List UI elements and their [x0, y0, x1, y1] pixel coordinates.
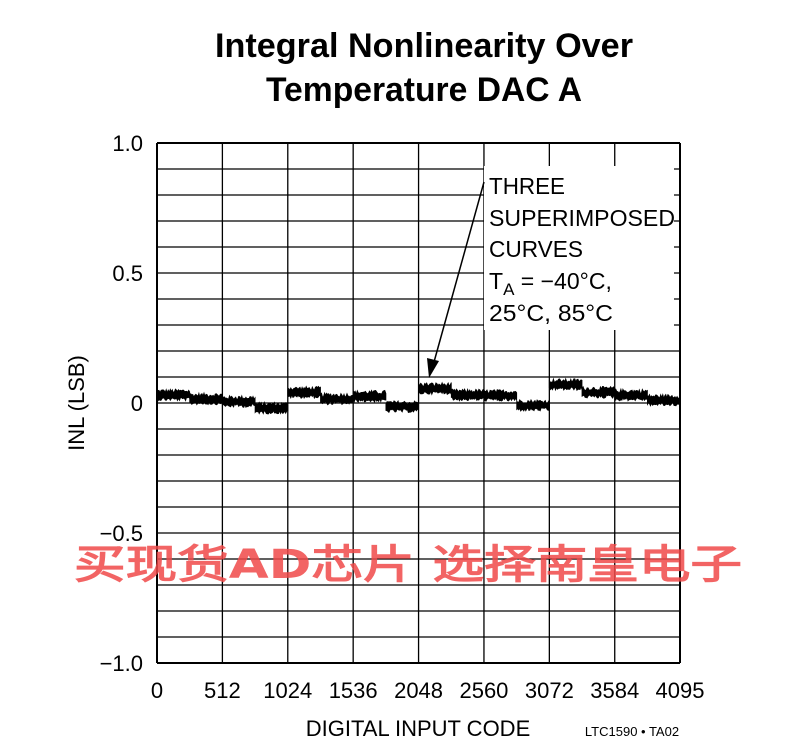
data-series: [156, 377, 680, 415]
x-tick-label: 3584: [590, 678, 639, 703]
annotation: THREE SUPERIMPOSED CURVES TA = −40°C, 25…: [427, 166, 675, 378]
y-tick-label: −1.0: [100, 651, 143, 676]
inl-segment: [254, 401, 289, 415]
inl-segment: [418, 381, 452, 396]
inl-segment: [548, 377, 583, 392]
x-tick-label: 2048: [394, 678, 443, 703]
inl-segment: [156, 388, 191, 402]
inl-segment: [614, 387, 648, 402]
watermark-text: 买现货AD芯片 选择南皇电子: [74, 542, 742, 588]
chart-title-line-2: Temperature DAC A: [266, 71, 582, 109]
inl-segment: [581, 385, 616, 399]
annotation-line-4: TA = −40°C,: [489, 268, 612, 299]
x-tick-label: 0: [151, 678, 163, 703]
inl-segment: [320, 391, 354, 406]
inl-segment: [189, 391, 223, 406]
figure-id: LTC1590 • TA02: [585, 724, 679, 739]
chart-title-line-1: Integral Nonlinearity Over: [215, 27, 633, 65]
y-tick-label: −0.5: [100, 521, 143, 546]
inl-segment: [516, 398, 550, 412]
y-tick-label: 1.0: [112, 131, 143, 156]
inl-segment: [385, 399, 420, 414]
x-tick-label: 4095: [656, 678, 705, 703]
inl-segment: [450, 388, 485, 402]
x-axis-label: DIGITAL INPUT CODE: [306, 716, 531, 741]
annotation-line-2: SUPERIMPOSED: [489, 205, 675, 231]
annotation-line-1: THREE: [489, 173, 565, 199]
annotation-arrowhead: [427, 358, 439, 378]
tick-labels: 0 512 1024 1536 2048 2560 3072 3584 40951.00.50−…: [100, 131, 705, 703]
x-tick-label: 512: [204, 678, 241, 703]
annotation-line-3: CURVES: [489, 236, 583, 262]
y-axis-label: INL (LSB): [64, 355, 89, 451]
inl-segment: [221, 394, 256, 408]
x-tick-label: 1024: [263, 678, 312, 703]
annotation-line-5: 25°C, 85°C: [489, 300, 613, 326]
annotation-temp: = −40°C,: [514, 268, 611, 294]
x-tick-label: 2560: [459, 678, 508, 703]
y-tick-label: 0.5: [112, 261, 143, 286]
inl-segment: [287, 385, 321, 400]
x-tick-label: 1536: [329, 678, 378, 703]
annotation-subscript: A: [503, 280, 515, 299]
inl-segment: [647, 393, 680, 407]
annotation-t: T: [489, 268, 503, 294]
annotation-box: [484, 166, 674, 330]
inl-segment: [483, 388, 518, 402]
x-tick-label: 3072: [525, 678, 574, 703]
annotation-arrow-line: [433, 181, 485, 363]
inl-segment: [352, 389, 387, 404]
y-tick-label: 0: [131, 391, 143, 416]
